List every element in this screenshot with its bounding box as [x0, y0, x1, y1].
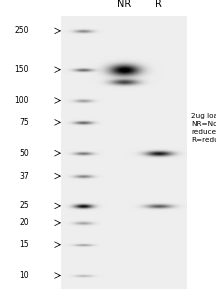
Text: 20: 20 — [19, 218, 29, 227]
Text: NR: NR — [117, 0, 131, 9]
Text: 100: 100 — [15, 96, 29, 105]
Text: R: R — [155, 0, 162, 9]
Text: 37: 37 — [19, 172, 29, 181]
Text: 10: 10 — [19, 271, 29, 280]
Text: 25: 25 — [19, 201, 29, 210]
Text: 15: 15 — [19, 240, 29, 249]
Text: 2ug loading
NR=Non-
reduced
R=reduced: 2ug loading NR=Non- reduced R=reduced — [191, 113, 216, 143]
Text: 150: 150 — [15, 65, 29, 74]
Text: 75: 75 — [19, 118, 29, 127]
Text: 250: 250 — [15, 26, 29, 35]
Text: 50: 50 — [19, 149, 29, 158]
